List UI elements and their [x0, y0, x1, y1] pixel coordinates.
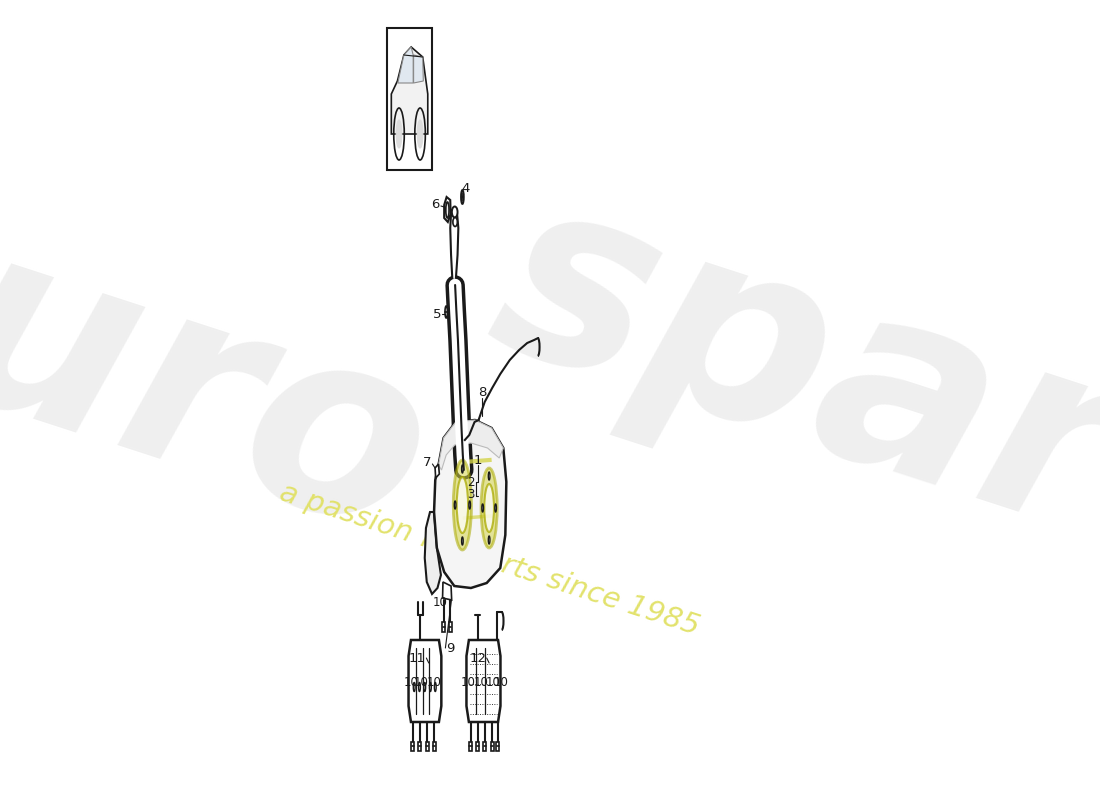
Text: a passion for parts since 1985: a passion for parts since 1985 — [276, 478, 703, 642]
Text: 11: 11 — [409, 651, 426, 665]
Polygon shape — [411, 742, 414, 751]
Polygon shape — [469, 742, 472, 751]
Polygon shape — [439, 420, 504, 470]
Text: 7: 7 — [424, 455, 431, 469]
Polygon shape — [496, 742, 499, 751]
Text: 10: 10 — [433, 595, 448, 609]
Text: 10: 10 — [494, 675, 508, 689]
Text: 2: 2 — [468, 477, 475, 490]
Polygon shape — [450, 210, 459, 285]
Text: 12: 12 — [470, 651, 486, 665]
Polygon shape — [442, 622, 446, 632]
Polygon shape — [491, 742, 494, 751]
Text: 6: 6 — [431, 198, 440, 210]
Text: 10: 10 — [404, 675, 419, 689]
Text: 4: 4 — [461, 182, 470, 194]
Polygon shape — [426, 742, 429, 751]
Circle shape — [488, 536, 490, 544]
Text: 10: 10 — [473, 675, 488, 689]
Text: 8: 8 — [478, 386, 486, 398]
Circle shape — [419, 682, 420, 691]
Circle shape — [482, 504, 484, 512]
Circle shape — [429, 682, 431, 691]
Circle shape — [495, 504, 496, 512]
Circle shape — [414, 682, 415, 691]
Text: 10: 10 — [427, 675, 441, 689]
Text: euro: euro — [0, 150, 459, 590]
Circle shape — [424, 682, 426, 691]
Polygon shape — [436, 464, 439, 478]
Circle shape — [461, 190, 464, 204]
Circle shape — [469, 501, 471, 509]
Polygon shape — [433, 742, 436, 751]
Circle shape — [484, 484, 494, 532]
Circle shape — [417, 120, 422, 148]
Circle shape — [462, 537, 463, 545]
Circle shape — [481, 468, 497, 548]
Polygon shape — [483, 742, 486, 751]
Text: 10: 10 — [486, 675, 500, 689]
Polygon shape — [442, 582, 452, 600]
Circle shape — [456, 477, 469, 533]
Text: 3: 3 — [468, 489, 475, 502]
Circle shape — [434, 682, 437, 691]
Polygon shape — [444, 197, 451, 222]
Ellipse shape — [452, 206, 458, 218]
Text: spares: spares — [466, 153, 1100, 687]
Circle shape — [446, 202, 449, 218]
Polygon shape — [466, 640, 500, 722]
Text: 10: 10 — [414, 675, 428, 689]
Circle shape — [396, 120, 402, 148]
Polygon shape — [476, 742, 478, 751]
Circle shape — [453, 460, 472, 550]
Text: 5: 5 — [432, 307, 441, 321]
Polygon shape — [392, 47, 428, 134]
Circle shape — [454, 501, 455, 509]
Polygon shape — [449, 622, 452, 632]
Text: 1: 1 — [473, 454, 482, 466]
Text: 10: 10 — [461, 675, 475, 689]
Polygon shape — [408, 640, 441, 722]
Circle shape — [446, 306, 448, 318]
Polygon shape — [425, 512, 441, 594]
Polygon shape — [414, 55, 424, 83]
Text: 9: 9 — [447, 642, 455, 654]
Polygon shape — [398, 47, 414, 83]
Circle shape — [488, 472, 490, 480]
FancyBboxPatch shape — [387, 28, 431, 170]
Polygon shape — [434, 420, 506, 588]
Polygon shape — [418, 742, 421, 751]
Circle shape — [462, 465, 463, 473]
Ellipse shape — [453, 218, 458, 226]
